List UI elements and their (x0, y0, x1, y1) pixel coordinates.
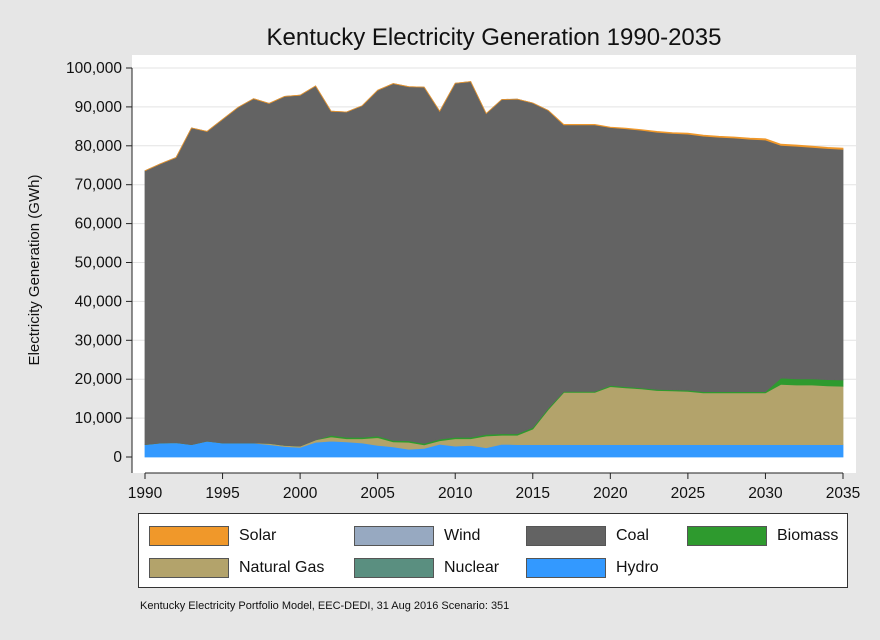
legend-swatch-natural-gas (149, 558, 229, 578)
x-tick-label-1990: 1990 (128, 485, 163, 500)
x-tick-label-2000: 2000 (283, 485, 318, 500)
legend-label-biomass: Biomass (777, 527, 839, 544)
y-tick-label-90000: 90,000 (75, 99, 123, 116)
legend-swatch-solar (149, 526, 229, 546)
x-tick-label-2015: 2015 (516, 485, 550, 500)
x-tick-label-2030: 2030 (748, 485, 783, 500)
y-tick-label-70000: 70,000 (75, 177, 123, 194)
y-tick-label-10000: 10,000 (75, 410, 123, 427)
y-tick-label-60000: 60,000 (75, 216, 123, 233)
chart: 0 10,000 20,000 30,000 40,000 50,000 60,000 70,… (26, 24, 860, 500)
y-tick-label-100000: 100,000 (66, 60, 122, 77)
legend-swatch-wind (354, 526, 434, 546)
legend-label-wind: Wind (444, 527, 481, 544)
x-tick-label-1995: 1995 (205, 485, 239, 500)
legend-swatch-nuclear (354, 558, 434, 578)
legend-swatch-biomass (687, 526, 767, 546)
x-tick-label-2035: 2035 (826, 485, 860, 500)
y-tick-label-0: 0 (113, 449, 122, 466)
y-axis-ticks: 0 10,000 20,000 30,000 40,000 50,000 60,000 70,… (66, 60, 132, 466)
legend: Solar Wind Coal Biomass Natural Gas Nucl… (138, 513, 848, 588)
legend-swatch-coal (526, 526, 606, 546)
y-tick-label-50000: 50,000 (75, 255, 123, 272)
area-series (144, 81, 844, 458)
chart-title: Kentucky Electricity Generation 1990-203… (267, 24, 722, 51)
y-axis-label: Electricity Generation (GWh) (26, 175, 43, 366)
x-tick-label-2025: 2025 (671, 485, 705, 500)
legend-label-coal: Coal (616, 527, 649, 544)
source-note: Kentucky Electricity Portfolio Model, EE… (140, 600, 510, 612)
axes (131, 68, 843, 474)
y-tick-label-20000: 20,000 (75, 371, 123, 388)
x-tick-label-2005: 2005 (360, 485, 394, 500)
x-tick-label-2020: 2020 (593, 485, 628, 500)
y-tick-label-80000: 80,000 (75, 138, 123, 155)
legend-label-hydro: Hydro (616, 559, 659, 576)
x-tick-label-2010: 2010 (438, 485, 473, 500)
x-axis-ticks: 1990 1995 2000 2005 2010 2015 2020 2025 2030 2035 (128, 473, 860, 500)
legend-label-solar: Solar (239, 527, 277, 544)
legend-label-natural-gas: Natural Gas (239, 559, 325, 576)
legend-label-nuclear: Nuclear (444, 559, 500, 576)
y-tick-label-40000: 40,000 (75, 293, 123, 310)
legend-swatch-hydro (526, 558, 606, 578)
y-tick-label-30000: 30,000 (75, 332, 123, 349)
area-solar (144, 81, 844, 172)
